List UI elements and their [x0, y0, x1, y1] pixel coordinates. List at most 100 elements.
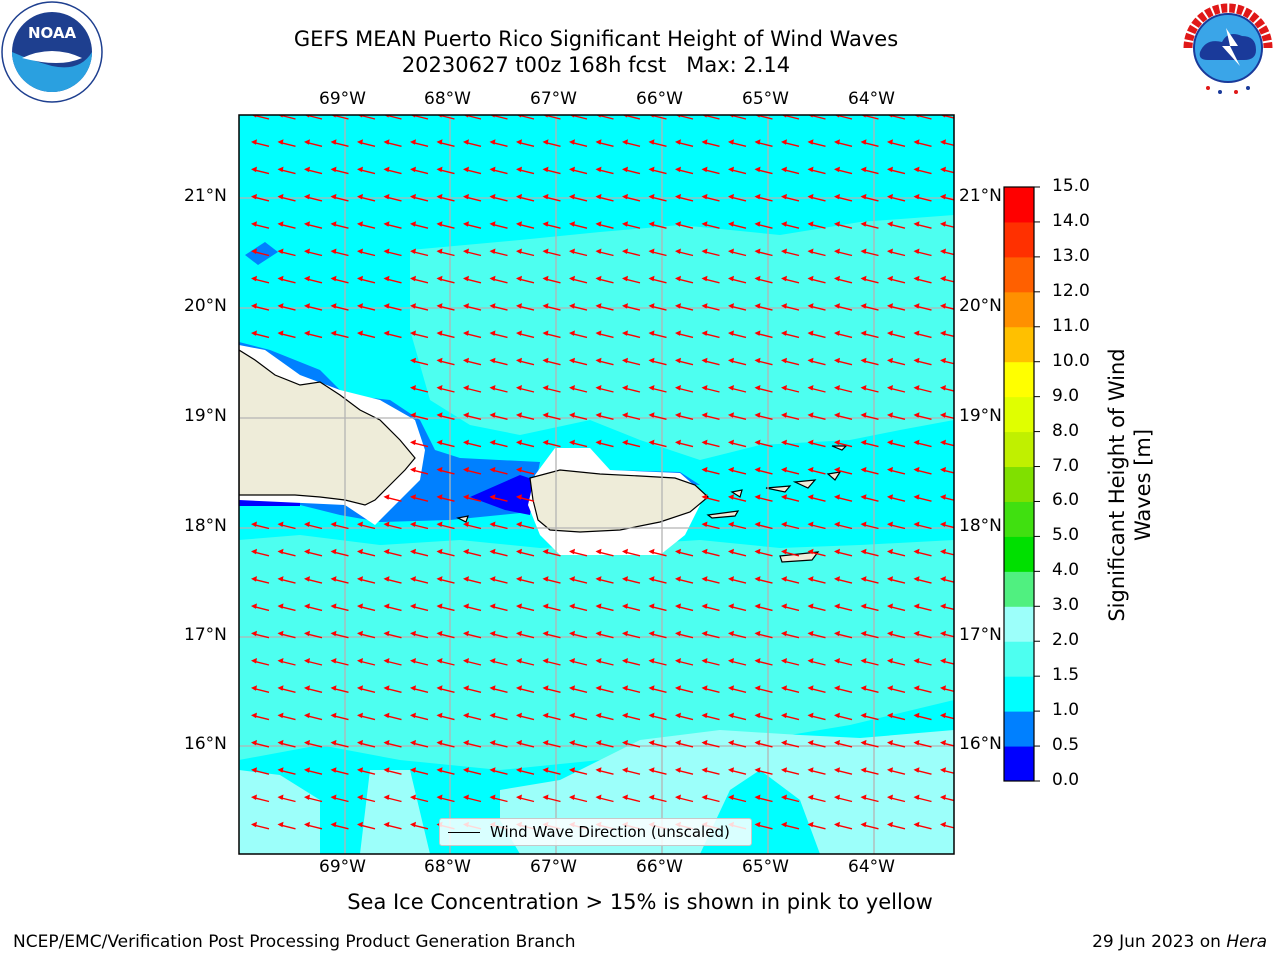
land-puerto-rico — [529, 469, 709, 533]
wave-direction-arrow — [860, 193, 879, 202]
footer-credit: NCEP/EMC/Verification Post Processing Pr… — [13, 932, 576, 952]
colorbar-segment — [1004, 641, 1034, 677]
wave-direction-arrow — [728, 412, 747, 420]
wave-direction-arrow — [595, 385, 614, 393]
wave-direction-arrow — [622, 712, 641, 721]
wave-direction-arrow — [542, 576, 561, 584]
wave-direction-arrow — [887, 739, 906, 748]
lat-label-right-21: 21°N — [959, 186, 1002, 206]
wave-direction-arrow — [357, 603, 376, 612]
wave-direction-arrow — [701, 275, 720, 284]
map-gridlines — [239, 115, 954, 854]
colorbar — [1003, 186, 1040, 782]
wave-direction-arrow — [860, 303, 879, 311]
wave-direction-arrow — [489, 603, 508, 612]
wave-direction-arrow — [595, 248, 614, 257]
wave-direction-arrow — [701, 412, 720, 420]
wave-direction-arrow — [887, 821, 906, 830]
wave-direction-arrow — [701, 658, 720, 666]
wave-direction-arrow — [251, 248, 270, 257]
wave-direction-arrow — [701, 548, 720, 557]
lon-label-bottom-65: 65°W — [742, 857, 789, 877]
wave-direction-arrow — [860, 412, 879, 420]
footer-date-text: 29 Jun 2023 on — [1092, 932, 1227, 952]
wave-direction-arrow — [436, 275, 455, 284]
wave-direction-arrow — [913, 139, 932, 147]
wave-direction-arrow — [463, 193, 482, 202]
wave-direction-arrow — [675, 794, 694, 803]
wave-direction-arrow — [410, 521, 429, 530]
wave-direction-arrow — [436, 248, 455, 257]
lon-label-top-66: 66°W — [636, 89, 683, 109]
wave-direction-arrow — [834, 357, 853, 366]
wave-direction-arrow — [675, 385, 694, 393]
wave-direction-arrow — [251, 712, 270, 721]
wave-direction-arrow — [834, 767, 853, 775]
wave-direction-arrow — [304, 275, 323, 284]
wave-direction-arrow — [807, 357, 826, 366]
wave-direction-arrow — [781, 494, 800, 502]
wave-direction-arrow — [754, 794, 773, 803]
lat-label-left-21: 21°N — [184, 186, 227, 206]
wave-direction-arrow — [410, 166, 429, 175]
sea-region-0 — [470, 475, 535, 515]
legend-label: Wind Wave Direction (unscaled) — [490, 823, 730, 841]
wave-direction-arrow — [357, 739, 376, 748]
colorbar-tick-label: 13.0 — [1052, 245, 1090, 266]
wave-direction-arrow — [251, 739, 270, 748]
wave-direction-arrow — [781, 466, 800, 475]
wave-direction-arrow — [436, 712, 455, 721]
wave-direction-arrow — [436, 576, 455, 584]
wave-direction-arrow — [648, 166, 667, 175]
wave-direction-arrow — [463, 412, 482, 420]
wave-direction-arrow — [277, 221, 296, 229]
wave-direction-arrow — [807, 685, 826, 693]
wave-direction-arrow — [940, 767, 954, 774]
wave-direction-arrow — [728, 357, 747, 366]
wave-direction-arrow — [781, 248, 800, 257]
wave-direction-arrow — [622, 767, 641, 775]
wave-direction-arrow — [887, 139, 906, 147]
lon-label-bottom-68: 68°W — [424, 857, 471, 877]
wave-direction-arrow — [436, 330, 455, 339]
wave-direction-arrow — [330, 521, 349, 530]
wave-direction-arrow — [913, 439, 932, 448]
wave-direction-arrow — [622, 221, 641, 229]
wave-direction-arrow — [622, 330, 641, 339]
wave-direction-arrow — [648, 548, 667, 557]
wave-direction-arrow — [834, 439, 853, 448]
wave-direction-arrow — [648, 739, 667, 748]
wave-direction-arrow — [463, 357, 482, 366]
wave-direction-arrow — [357, 685, 376, 693]
wave-direction-arrow — [569, 275, 588, 284]
lat-label-left-17: 17°N — [184, 625, 227, 645]
wave-direction-arrow — [489, 166, 508, 175]
wave-direction-arrow — [887, 685, 906, 693]
wave-direction-arrow — [754, 576, 773, 584]
wave-direction-arrow — [648, 330, 667, 339]
wave-direction-arrow — [595, 739, 614, 748]
colorbar-tick-label: 14.0 — [1052, 210, 1090, 231]
colorbar-segment — [1004, 431, 1034, 468]
wave-direction-arrow — [516, 576, 535, 584]
wave-direction-arrow — [304, 330, 323, 339]
wave-direction-arrow — [754, 821, 773, 830]
sea-region-1-5-south — [239, 535, 954, 770]
wave-direction-arrow — [781, 794, 800, 803]
wave-direction-arrow — [807, 494, 826, 502]
lat-label-left-20: 20°N — [184, 296, 227, 316]
wave-direction-arrow — [754, 385, 773, 393]
wave-direction-arrow — [807, 248, 826, 257]
wave-direction-arrow — [807, 821, 826, 830]
wave-direction-arrow — [675, 139, 694, 147]
wave-direction-arrow — [913, 248, 932, 257]
sea-region-1-5 — [410, 215, 954, 460]
wave-direction-arrow — [807, 439, 826, 448]
wave-direction-arrow — [675, 548, 694, 557]
wave-direction-arrow — [595, 630, 614, 639]
wave-direction-arrow — [357, 221, 376, 229]
wave-direction-arrow — [410, 439, 429, 448]
wave-direction-arrow — [781, 712, 800, 721]
wave-direction-arrow — [887, 303, 906, 311]
wave-direction-arrow — [622, 794, 641, 803]
